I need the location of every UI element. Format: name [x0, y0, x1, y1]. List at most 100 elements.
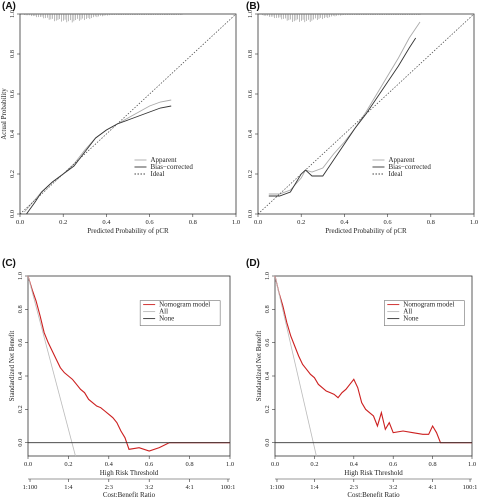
x-tick-label: 0.4	[340, 219, 349, 226]
plot-frame	[257, 13, 475, 215]
y-tick-label: 0.8	[264, 305, 271, 313]
x-tick-label: 0.6	[389, 461, 398, 468]
x2-tick-label: 4:1	[428, 484, 436, 491]
x-axis-title: High Risk Threshold	[344, 469, 403, 477]
x-tick-label: 0.8	[189, 219, 197, 226]
y-tick-label: 0.2	[247, 170, 254, 178]
y-tick-label: 0.4	[9, 129, 16, 138]
series-line-nomogram-model	[274, 275, 472, 444]
x2-axis-title: Cost:Benefit Ratio	[347, 491, 400, 499]
series-line-bias-corrected	[268, 37, 417, 197]
x-axis-title: High Risk Threshold	[100, 469, 159, 477]
y-axis-title: Actual Probability	[0, 88, 8, 140]
x2-tick-label: 4:1	[185, 484, 193, 491]
series-line-all	[27, 275, 76, 457]
x-tick-label: 0.2	[310, 461, 318, 468]
legend-label: Bias−corrected	[388, 163, 431, 171]
y-tick-label: 0.8	[17, 305, 24, 313]
x-tick-label: 0.8	[427, 219, 435, 226]
y-tick-label: 0.6	[264, 338, 271, 347]
series-line-nomogram-model	[27, 275, 230, 452]
y-tick-label: 0.2	[264, 405, 271, 413]
x-axis-title: Predicted Probability of pCR	[87, 227, 169, 235]
y-tick-label: 1.0	[9, 10, 16, 18]
y-tick-label: 0.2	[17, 405, 24, 413]
panel-c: (C) 0.0 0.2 0.4 0.6 0.8 1.0 0.0 0.2 0.4 0.6 0.8 1.0 H…	[2, 258, 235, 499]
y-tick-label: 0.0	[9, 210, 16, 218]
legend-label: Apparent	[150, 156, 176, 164]
x2-tick-label: 2:3	[105, 484, 113, 491]
x-tick-label: 0.4	[350, 461, 359, 468]
y-tick-label: 0.0	[247, 210, 254, 218]
panel-label: (B)	[246, 1, 260, 12]
panel-label: (A)	[2, 1, 16, 12]
legend-label: None	[159, 315, 174, 323]
x2-tick-label: 1:100	[270, 484, 285, 491]
y-axis-title: Standardized Net Benefit	[255, 331, 263, 402]
x-tick-label: 0.6	[146, 219, 155, 226]
series-line-all	[274, 275, 317, 457]
x-tick-label: 0.4	[105, 461, 114, 468]
legend-label: None	[403, 315, 418, 323]
x2-tick-label: 2:3	[350, 484, 358, 491]
x-tick-label: 0.6	[145, 461, 154, 468]
y-tick-label: 0.2	[9, 170, 16, 178]
x-tick-label: 0.0	[24, 461, 32, 468]
x2-tick-label: 1:4	[310, 484, 319, 491]
legend-label: Apparent	[388, 156, 414, 164]
legend-label: All	[159, 308, 168, 316]
y-tick-label: 1.0	[17, 272, 24, 280]
x-tick-label: 0.4	[102, 219, 111, 226]
panel-label: (D)	[246, 258, 260, 269]
series-line-apparent	[23, 99, 172, 213]
y-tick-label: 1.0	[247, 10, 254, 18]
legend-label: Ideal	[150, 170, 164, 178]
y-tick-label: 0.8	[9, 50, 16, 58]
rug-marks	[24, 14, 183, 23]
x2-tick-label: 3:2	[389, 484, 397, 491]
y-tick-label: 0.4	[247, 129, 254, 138]
series-line-bias-corrected	[26, 105, 172, 215]
panel-label: (C)	[2, 258, 16, 269]
panel-a: (A) 0.0 0.2 0.4 0.6 0.8 1.0 0.0 0.2 0.4 0.6 0.8 1.0 P…	[0, 1, 240, 235]
legend-label: Nomogram model	[403, 301, 454, 309]
y-tick-label: 0.6	[247, 89, 254, 98]
y-tick-label: 0.4	[264, 371, 271, 380]
series-line-apparent	[268, 21, 421, 195]
legend-label: All	[403, 308, 412, 316]
y-tick-label: 0.8	[247, 50, 254, 58]
x2-tick-label: 100:1	[463, 484, 478, 491]
y-tick-label: 0.6	[17, 338, 24, 347]
x2-tick-label: 1:100	[23, 484, 38, 491]
legend-label: Nomogram model	[159, 301, 210, 309]
x-tick-label: 0.2	[297, 219, 305, 226]
x-tick-label: 1.0	[468, 461, 476, 468]
panel-d: (D) 0.0 0.2 0.4 0.6 0.8 1.0 0.0 0.2 0.4 0.6 0.8 1.0 H…	[246, 258, 477, 499]
x-tick-label: 1.0	[226, 461, 234, 468]
plot-frame	[274, 275, 473, 457]
x-tick-label: 0.2	[64, 461, 72, 468]
rug-marks	[262, 14, 421, 23]
x2-tick-label: 1:4	[64, 484, 73, 491]
y-tick-label: 1.0	[264, 272, 271, 280]
x-tick-label: 0.0	[254, 219, 262, 226]
x-axis-title: Predicted Probability of pCR	[325, 227, 407, 235]
x-tick-label: 0.2	[59, 219, 67, 226]
x2-axis-title: Cost:Benefit Ratio	[103, 491, 156, 499]
legend-label: Ideal	[388, 170, 402, 178]
panel-b: (B) 0.0 0.2 0.4 0.6 0.8 1.0 0.0 0.2 0.4 0.6 0.8 1.0 P…	[246, 1, 478, 235]
y-axis-title: Standardized Net Benefit	[8, 331, 16, 402]
series-line-ideal	[19, 13, 237, 215]
x-tick-label: 0.0	[271, 461, 279, 468]
x-tick-label: 0.8	[429, 461, 437, 468]
x-tick-label: 1.0	[470, 219, 478, 226]
y-tick-label: 0.4	[17, 371, 24, 380]
plot-frame	[27, 275, 231, 457]
plot-frame	[19, 13, 237, 215]
x2-tick-label: 3:2	[145, 484, 153, 491]
series-line-ideal	[257, 13, 475, 215]
